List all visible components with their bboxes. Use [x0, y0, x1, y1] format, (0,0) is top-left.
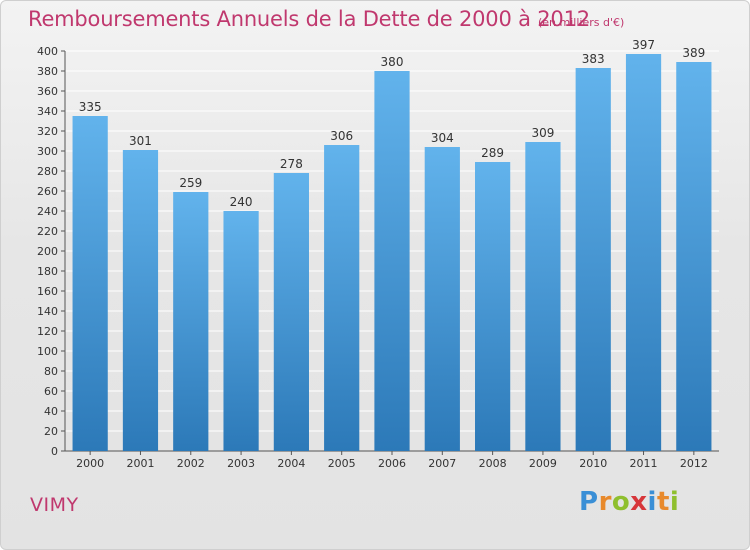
x-tick-label: 2010	[579, 457, 607, 470]
y-tick-label: 80	[44, 365, 58, 378]
y-tick-label: 60	[44, 385, 58, 398]
bar	[173, 192, 209, 451]
bar-value-label: 380	[381, 55, 404, 69]
bar-value-label: 304	[431, 131, 454, 145]
logo-letter: o	[611, 487, 631, 517]
bar	[374, 71, 410, 451]
x-tick-label: 2009	[529, 457, 557, 470]
y-tick-label: 40	[44, 405, 58, 418]
y-tick-label: 100	[37, 345, 58, 358]
bar-value-label: 289	[481, 146, 504, 160]
chart-unit-label: (en milliers d'€)	[538, 16, 625, 29]
logo-letter: x	[630, 487, 648, 517]
x-tick-label: 2006	[378, 457, 406, 470]
bar-value-label: 389	[682, 46, 705, 60]
logo-letter: i	[669, 487, 680, 517]
bar	[273, 173, 309, 451]
bar-value-label: 335	[79, 100, 102, 114]
logo-letter: t	[656, 487, 670, 517]
chart-title: Remboursements Annuels de la Dette de 20…	[28, 7, 590, 31]
y-tick-label: 20	[44, 425, 58, 438]
commune-name: VIMY	[30, 494, 79, 516]
bar-value-label: 397	[632, 38, 655, 52]
x-tick-label: 2003	[227, 457, 255, 470]
x-tick-label: 2004	[277, 457, 305, 470]
y-tick-label: 180	[37, 265, 58, 278]
y-tick-label: 0	[51, 445, 58, 458]
bar-value-label: 306	[330, 129, 353, 143]
x-tick-label: 2000	[76, 457, 104, 470]
bar-value-label: 309	[531, 126, 554, 140]
x-tick-label: 2007	[428, 457, 456, 470]
bar	[223, 211, 259, 451]
y-tick-label: 160	[37, 285, 58, 298]
bar-value-label: 278	[280, 157, 303, 171]
logo-letter: r	[598, 487, 612, 517]
y-tick-label: 340	[37, 105, 58, 118]
y-tick-label: 380	[37, 65, 58, 78]
y-tick-label: 140	[37, 305, 58, 318]
bar	[122, 150, 159, 451]
x-tick-label: 2005	[328, 457, 356, 470]
bar	[525, 142, 561, 451]
logo-letter: i	[647, 487, 657, 517]
y-tick-label: 280	[37, 165, 58, 178]
y-tick-label: 240	[37, 205, 58, 218]
x-tick-label: 2011	[630, 457, 658, 470]
x-tick-label: 2002	[177, 457, 205, 470]
y-tick-label: 200	[37, 245, 58, 258]
x-tick-label: 2012	[680, 457, 708, 470]
bar	[625, 54, 662, 451]
y-tick-label: 260	[37, 185, 58, 198]
y-tick-label: 400	[37, 45, 58, 58]
y-tick-label: 320	[37, 125, 58, 138]
y-tick-label: 360	[37, 85, 58, 98]
x-tick-label: 2001	[126, 457, 154, 470]
bar-value-label: 259	[179, 176, 202, 190]
bar	[324, 145, 360, 451]
logo-letter: P	[579, 487, 599, 517]
proxiti-logo: Proxiti	[579, 487, 679, 517]
bar	[72, 116, 108, 451]
y-tick-label: 220	[37, 225, 58, 238]
bar-value-label: 383	[582, 52, 605, 66]
bar	[676, 62, 712, 451]
bar	[475, 162, 511, 451]
bar	[424, 147, 460, 451]
bar-value-label: 301	[129, 134, 152, 148]
y-tick-label: 120	[37, 325, 58, 338]
bar-value-label: 240	[230, 195, 253, 209]
y-tick-label: 300	[37, 145, 58, 158]
bar	[575, 68, 611, 451]
x-tick-label: 2008	[479, 457, 507, 470]
